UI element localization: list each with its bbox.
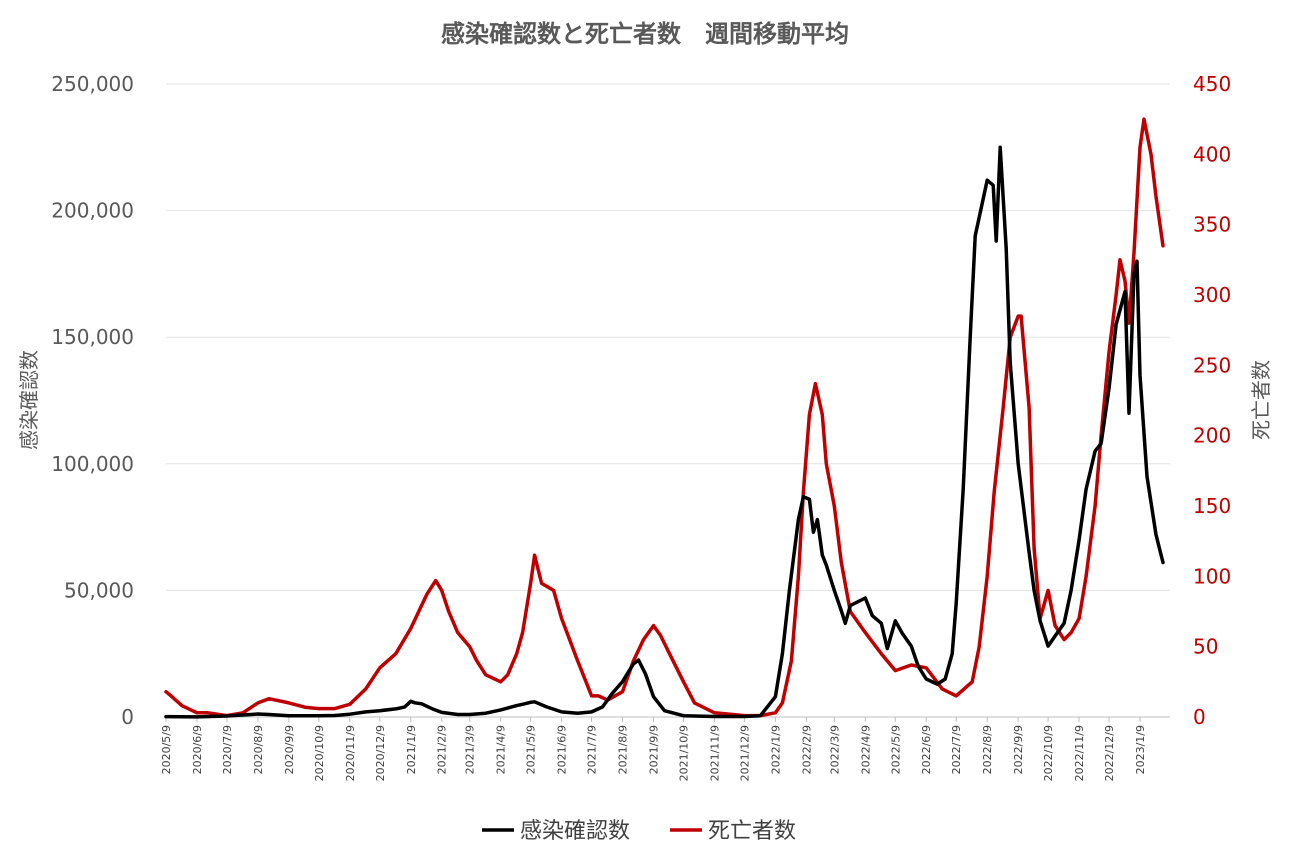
x-tick-label: 2021/11/9 [708, 725, 721, 781]
x-tick-label: 2021/12/9 [738, 725, 751, 781]
x-tick-label: 2020/12/9 [374, 725, 387, 781]
gridlines [166, 83, 1170, 718]
series-line-cases [164, 145, 1165, 719]
x-tick-label: 2022/7/9 [950, 725, 963, 774]
x-tick-label: 2021/6/9 [556, 725, 569, 774]
y-right-tick-label: 450 [1193, 72, 1231, 96]
x-tick-label: 2021/2/9 [436, 725, 449, 774]
chart-title: 感染確認数と死亡者数 週間移動平均 [441, 20, 849, 48]
y-right-tick-label: 150 [1193, 494, 1231, 518]
x-axis: 2020/5/9 2020/6/9 2020/7/9 2020/8/9 2020/9/9… [160, 716, 1170, 781]
x-tick-label: 2021/5/9 [525, 725, 538, 774]
y-left-tick-label: 0 [121, 705, 134, 729]
x-tick-label: 2022/3/9 [828, 725, 841, 774]
y-left-tick-label: 100,000 [51, 452, 134, 476]
x-tick-label: 2021/4/9 [495, 725, 508, 774]
x-tick-label: 2020/8/9 [252, 725, 265, 774]
y-left-tick-label: 50,000 [64, 578, 134, 602]
y-right-tick-label: 300 [1193, 283, 1231, 307]
y-right-tick-label: 100 [1193, 564, 1231, 588]
x-tick-label: 2022/8/9 [981, 725, 994, 774]
legend: 感染確認数 死亡者数 [482, 819, 796, 844]
x-tick-label: 2022/6/9 [920, 725, 933, 774]
x-tick-label: 2022/10/9 [1042, 725, 1055, 781]
legend-label-deaths: 死亡者数 [708, 819, 796, 844]
x-tick-label: 2020/7/9 [221, 725, 234, 774]
x-tick-label: 2020/10/9 [313, 725, 326, 781]
y-axis-right-title: 死亡者数 [1249, 360, 1273, 440]
x-tick-label: 2023/1/9 [1134, 725, 1147, 774]
x-tick-label: 2020/11/9 [344, 725, 357, 781]
x-tick-label: 2022/5/9 [889, 725, 902, 774]
y-axis-right: 0 50 100 150 200 250 300 350 400 450 [1193, 72, 1231, 729]
x-tick-label: 2022/1/9 [769, 725, 782, 774]
x-tick-label: 2022/11/9 [1073, 725, 1086, 781]
x-tick-label: 2021/1/9 [405, 725, 418, 774]
x-tick-label: 2020/9/9 [283, 725, 296, 774]
y-right-tick-label: 350 [1193, 213, 1231, 237]
x-tick-label: 2022/12/9 [1103, 725, 1116, 781]
x-tick-label: 2021/9/9 [648, 725, 661, 774]
x-tick-label: 2021/3/9 [464, 725, 477, 774]
y-axis-left: 0 50,000 100,000 150,000 200,000 250,000 [51, 72, 134, 729]
y-right-tick-label: 250 [1193, 353, 1231, 377]
y-right-tick-label: 200 [1193, 424, 1231, 448]
x-tick-label: 2021/7/9 [586, 725, 599, 774]
y-left-tick-label: 200,000 [51, 199, 134, 223]
x-tick-label: 2022/9/9 [1012, 725, 1025, 774]
y-right-tick-label: 400 [1193, 142, 1231, 166]
x-tick-label: 2021/10/9 [677, 725, 690, 781]
legend-label-cases: 感染確認数 [520, 819, 630, 844]
y-right-tick-label: 0 [1193, 705, 1206, 729]
x-tick-label: 2022/2/9 [800, 725, 813, 774]
x-tick-label: 2020/5/9 [160, 725, 173, 774]
x-tick-label: 2021/8/9 [617, 725, 630, 774]
series-group [164, 117, 1165, 719]
y-axis-left-title: 感染確認数 [17, 350, 41, 450]
y-left-tick-label: 150,000 [51, 325, 134, 349]
x-tick-label: 2020/6/9 [191, 725, 204, 774]
x-tick-label: 2022/4/9 [859, 725, 872, 774]
y-left-tick-label: 250,000 [51, 72, 134, 96]
y-right-tick-label: 50 [1193, 635, 1218, 659]
